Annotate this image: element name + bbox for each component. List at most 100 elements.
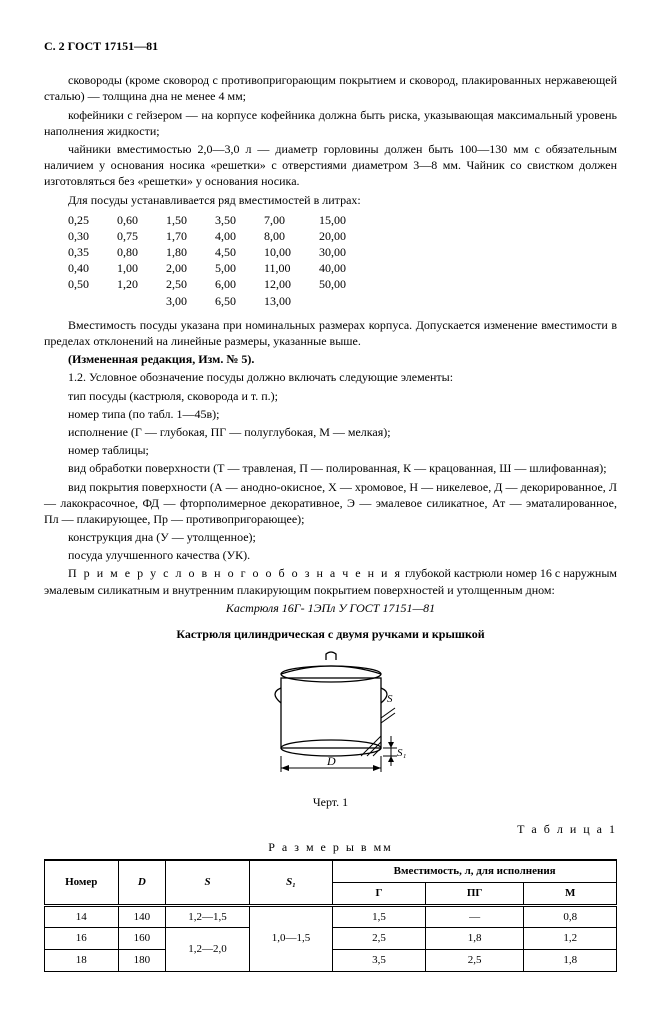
pot-icon: S D S₁ — [231, 648, 431, 788]
cell: 3,5 — [333, 950, 425, 972]
figure-title: Кастрюля цилиндрическая с двумя ручками … — [44, 626, 617, 642]
vol-cell: 0,60 — [117, 212, 166, 228]
vol-cell: 4,50 — [215, 244, 264, 260]
vol-cell: 30,00 — [319, 244, 374, 260]
vol-cell: 0,40 — [68, 260, 117, 276]
col-g: Г — [333, 882, 425, 905]
vol-cell: 7,00 — [264, 212, 319, 228]
col-s: S — [166, 860, 249, 905]
vol-cell: 0,25 — [68, 212, 117, 228]
para-surface-treat: вид обработки поверхности (Т — травленая… — [44, 460, 617, 476]
vol-cell: 1,50 — [166, 212, 215, 228]
svg-text:D: D — [326, 754, 336, 768]
cell: 1,2—1,5 — [166, 905, 249, 928]
vol-cell: 11,00 — [264, 260, 319, 276]
para-capacity-note: Вместимость посуды указана при номинальн… — [44, 317, 617, 349]
table-row: 0,25 0,60 1,50 3,50 7,00 15,00 — [68, 212, 374, 228]
para-type: тип посуды (кастрюля, сковорода и т. п.)… — [44, 388, 617, 404]
col-d: D — [118, 860, 166, 905]
vol-cell: 5,00 — [215, 260, 264, 276]
cell: 18 — [45, 950, 119, 972]
col-pg: ПГ — [425, 882, 524, 905]
para-kofeiniki: кофейники с гейзером — на корпусе кофейн… — [44, 107, 617, 139]
cell: — — [425, 905, 524, 928]
col-capacity: Вместимость, л, для исполнения — [333, 860, 617, 882]
example-prefix: П р и м е р у с л о в н о г о о б о з н … — [68, 566, 402, 580]
cell: 1,8 — [524, 950, 617, 972]
para-amendment: (Измененная редакция, Изм. № 5). — [44, 351, 617, 367]
vol-cell: 4,00 — [215, 228, 264, 244]
vol-cell: 1,00 — [117, 260, 166, 276]
vol-cell: 10,00 — [264, 244, 319, 260]
vol-cell: 1,20 — [117, 276, 166, 292]
para-type-num: номер типа (по табл. 1—45в); — [44, 406, 617, 422]
para-coating: вид покрытия поверхности (А — анодно-оки… — [44, 479, 617, 528]
cell: 160 — [118, 928, 166, 950]
vol-cell: 3,50 — [215, 212, 264, 228]
vol-cell — [319, 293, 374, 309]
vol-cell: 0,50 — [68, 276, 117, 292]
cell: 2,5 — [333, 928, 425, 950]
table-row: 14 140 1,2—1,5 1,0—1,5 1,5 — 0,8 — [45, 905, 617, 928]
col-m: М — [524, 882, 617, 905]
table-row: 3,00 6,50 13,00 — [68, 293, 374, 309]
vol-cell: 0,75 — [117, 228, 166, 244]
para-1-2: 1.2. Условное обозначение посуды должно … — [44, 369, 617, 385]
svg-text:S: S — [387, 693, 393, 705]
example-designation: Кастрюля 16Г- 1ЭПл У ГОСТ 17151—81 — [44, 600, 617, 616]
vol-cell — [117, 293, 166, 309]
cell: 180 — [118, 950, 166, 972]
pot-figure: S D S₁ — [44, 648, 617, 792]
vol-cell: 8,00 — [264, 228, 319, 244]
vol-cell: 50,00 — [319, 276, 374, 292]
table-row: 0,30 0,75 1,70 4,00 8,00 20,00 — [68, 228, 374, 244]
volumes-table: 0,25 0,60 1,50 3,50 7,00 15,00 0,30 0,75… — [68, 212, 374, 309]
cell: 2,5 — [425, 950, 524, 972]
cell: 14 — [45, 905, 119, 928]
para-chainiki: чайники вместимостью 2,0—3,0 л — диаметр… — [44, 141, 617, 190]
figure-caption: Черт. 1 — [44, 794, 617, 810]
spec-table: Номер D S S₁ Вместимость, л, для исполне… — [44, 859, 617, 972]
table-row: 0,35 0,80 1,80 4,50 10,00 30,00 — [68, 244, 374, 260]
vol-cell: 13,00 — [264, 293, 319, 309]
table-units: Р а з м е р ы в мм — [44, 839, 617, 855]
cell: 1,5 — [333, 905, 425, 928]
vol-cell: 40,00 — [319, 260, 374, 276]
vol-cell: 0,35 — [68, 244, 117, 260]
cell: 1,2—2,0 — [166, 928, 249, 972]
vol-cell — [68, 293, 117, 309]
vol-cell: 20,00 — [319, 228, 374, 244]
para-skovorody: сковороды (кроме сковород с противоприго… — [44, 72, 617, 104]
vol-cell: 2,00 — [166, 260, 215, 276]
cell: 140 — [118, 905, 166, 928]
table-label: Т а б л и ц а 1 — [44, 821, 617, 837]
cell: 1,0—1,5 — [249, 905, 332, 972]
cell: 0,8 — [524, 905, 617, 928]
para-bottom: конструкция дна (У — утолщенное); — [44, 529, 617, 545]
para-volumes-intro: Для посуды устанавливается ряд вместимос… — [44, 192, 617, 208]
vol-cell: 1,80 — [166, 244, 215, 260]
vol-cell: 6,50 — [215, 293, 264, 309]
vol-cell: 6,00 — [215, 276, 264, 292]
col-number: Номер — [45, 860, 119, 905]
table-row: 0,40 1,00 2,00 5,00 11,00 40,00 — [68, 260, 374, 276]
cell: 1,2 — [524, 928, 617, 950]
vol-cell: 1,70 — [166, 228, 215, 244]
vol-cell: 12,00 — [264, 276, 319, 292]
para-table-num: номер таблицы; — [44, 442, 617, 458]
vol-cell: 15,00 — [319, 212, 374, 228]
cell: 1,8 — [425, 928, 524, 950]
vol-cell: 0,30 — [68, 228, 117, 244]
vol-cell: 2,50 — [166, 276, 215, 292]
col-s1: S₁ — [249, 860, 332, 905]
cell: 16 — [45, 928, 119, 950]
vol-cell: 0,80 — [117, 244, 166, 260]
page-header: С. 2 ГОСТ 17151—81 — [44, 38, 617, 54]
table-row: Номер D S S₁ Вместимость, л, для исполне… — [45, 860, 617, 882]
svg-text:S₁: S₁ — [397, 747, 407, 759]
para-exec: исполнение (Г — глубокая, ПГ — полуглубо… — [44, 424, 617, 440]
example-para: П р и м е р у с л о в н о г о о б о з н … — [44, 565, 617, 597]
vol-cell: 3,00 — [166, 293, 215, 309]
table-row: 0,50 1,20 2,50 6,00 12,00 50,00 — [68, 276, 374, 292]
para-quality: посуда улучшенного качества (УК). — [44, 547, 617, 563]
